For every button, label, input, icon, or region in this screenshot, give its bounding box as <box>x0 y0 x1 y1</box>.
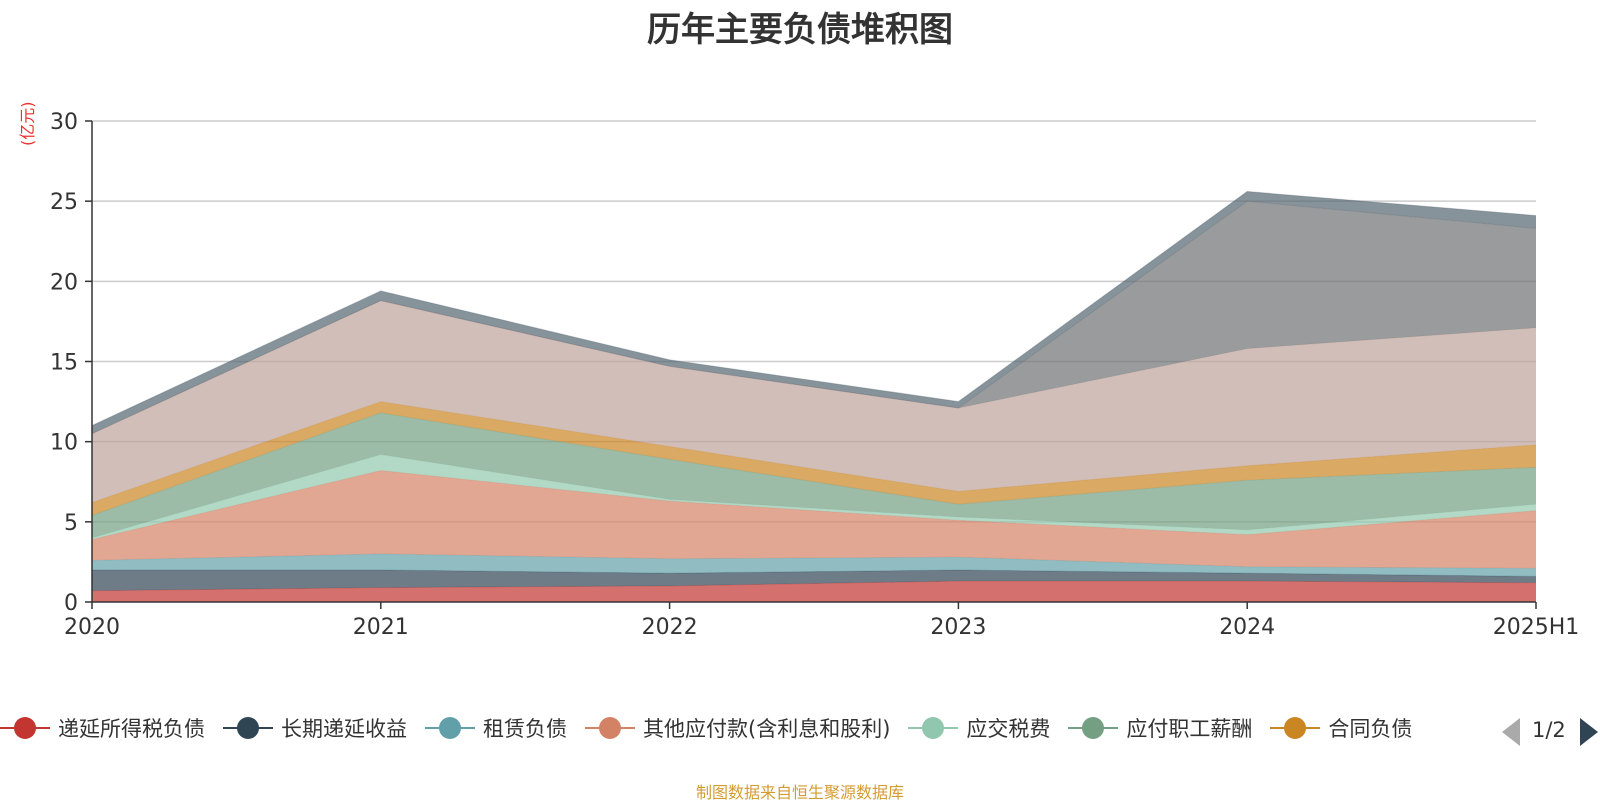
x-tick-label: 2021 <box>353 615 409 640</box>
y-tick-label: 30 <box>50 110 78 135</box>
legend-item[interactable]: 其他应付款(含利息和股利) <box>585 713 890 743</box>
legend-label: 合同负债 <box>1328 717 1413 741</box>
legend-item[interactable]: 租赁负债 <box>425 713 567 743</box>
legend-label: 应付职工薪酬 <box>1126 717 1253 741</box>
area-series-8 <box>92 300 1536 503</box>
area-series-edge-1 <box>91 580 1537 592</box>
area-series-edge-10 <box>91 191 1537 427</box>
legend-marker-icon <box>223 716 273 740</box>
legend-label: 其他应付款(含利息和股利) <box>643 717 891 741</box>
legend-item[interactable]: 应交税费 <box>908 713 1050 743</box>
area-series-4 <box>92 470 1536 569</box>
legend-marker-icon <box>1270 716 1321 740</box>
x-tick-label: 2020 <box>64 615 120 640</box>
axis-labels: 0 5 10 15 20 25 30 2020 2021 2022 2023 2024 2025H1 <box>50 110 1579 640</box>
x-tick-label: 2023 <box>930 615 986 640</box>
x-tick-label: 2022 <box>642 615 698 640</box>
source-note: 制图数据来自恒生聚源数据库 <box>695 783 904 802</box>
y-tick-label: 0 <box>64 591 78 616</box>
legend-marker-icon <box>1068 716 1119 740</box>
legend-label: 应交税费 <box>966 717 1051 741</box>
legend-page-indicator: 1/2 <box>1532 718 1566 742</box>
area-series-2 <box>92 569 1536 591</box>
x-tick-label: 2025H1 <box>1493 615 1580 640</box>
legend-marker-icon <box>0 716 50 740</box>
legend-item[interactable]: 合同负债 <box>1270 713 1412 743</box>
area-series-1 <box>92 581 1536 602</box>
legend-label: 长期递延收益 <box>281 717 407 741</box>
legend-label: 递延所得税负债 <box>58 717 205 741</box>
legend-item[interactable]: 长期递延收益 <box>223 713 407 743</box>
legend-label: 租赁负债 <box>483 717 567 741</box>
y-tick-label: 15 <box>50 351 78 376</box>
area-series-3 <box>92 553 1536 577</box>
legend-marker-icon <box>425 716 475 740</box>
legend-marker-icon <box>585 716 635 740</box>
area-series-9 <box>92 201 1536 434</box>
legend-pager: 1/2 <box>1500 712 1600 752</box>
legend: 递延所得税负债 长期递延收益 租赁负债 其他应付款(含利息和股利) 应交税费 应付职工薪酬… <box>0 713 1490 753</box>
y-tick-label: 5 <box>64 511 78 536</box>
y-tick-label: 10 <box>50 431 78 456</box>
area-series-10 <box>92 191 1536 434</box>
y-tick-label: 25 <box>50 190 78 215</box>
legend-item[interactable]: 递延所得税负债 <box>0 713 205 743</box>
legend-prev-page-icon[interactable] <box>1502 718 1520 746</box>
axes <box>85 120 1537 609</box>
chart-title: 历年主要负债堆积图 <box>647 10 953 50</box>
area-series-5 <box>92 454 1536 540</box>
legend-item[interactable]: 应付职工薪酬 <box>1068 713 1252 743</box>
x-tick-label: 2024 <box>1219 615 1275 640</box>
legend-marker-icon <box>908 716 959 740</box>
area-series-layer <box>91 191 1537 602</box>
y-tick-label: 20 <box>50 270 78 295</box>
area-series-6 <box>92 412 1536 538</box>
legend-next-page-icon[interactable] <box>1580 718 1598 746</box>
